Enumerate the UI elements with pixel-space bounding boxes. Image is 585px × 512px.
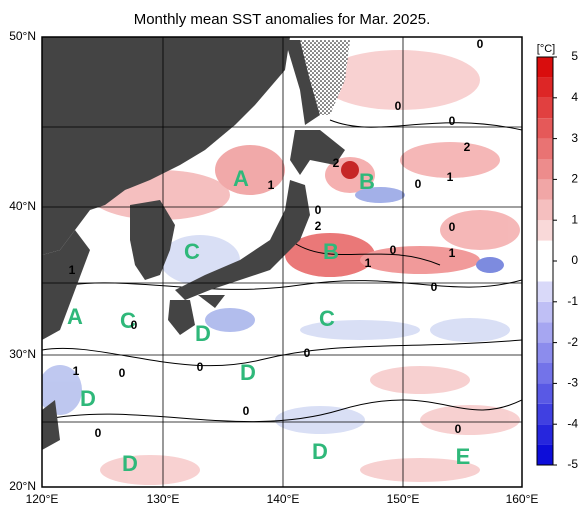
contour-label: 0	[431, 280, 438, 294]
colorbar-tick-label: 2	[571, 172, 578, 186]
colorbar-tick-label: -4	[567, 416, 578, 430]
contour-label: 1	[268, 178, 275, 192]
colorbar-segment	[537, 322, 553, 343]
contour-labels: 0 0 0 1 2 2 1 0 0 2 1 0 0 1 1 0 0 1 0 0 …	[69, 37, 484, 440]
colorbar-unit: [°C]	[537, 43, 555, 55]
lon-label: 120°E	[26, 492, 59, 506]
contour-label: 0	[95, 426, 102, 440]
contour-label: 0	[455, 422, 462, 436]
contour-label: 0	[449, 114, 456, 128]
contour-label: 0	[477, 37, 484, 51]
lat-label: 40°N	[9, 199, 36, 213]
colorbar-segment	[537, 383, 553, 404]
region-label: C	[319, 306, 335, 331]
colorbar: 5 4 3 2 1 0 -1 -2 -3 -4 -5	[536, 49, 578, 471]
contour-label: 1	[365, 256, 372, 270]
colorbar-segment	[537, 363, 553, 384]
contour-label: 1	[449, 246, 456, 260]
region-label: C	[120, 308, 136, 333]
colorbar-segment	[537, 444, 553, 465]
region-label: A	[67, 304, 83, 329]
colorbar-segment	[537, 424, 553, 445]
contour-label: 1	[69, 263, 76, 277]
colorbar-segment	[537, 261, 553, 282]
colorbar-segment	[537, 281, 553, 302]
colorbar-tick-label: 4	[571, 90, 578, 104]
region-label: A	[233, 166, 249, 191]
region-label: D	[122, 451, 138, 476]
lat-label: 50°N	[9, 29, 36, 43]
colorbar-tick-label: 0	[571, 253, 578, 267]
contour-label: 0	[131, 318, 138, 332]
region-label: D	[312, 439, 328, 464]
colorbar-tick-label: 3	[571, 131, 578, 145]
map: A B C B A C D C D D D D E 0 0 0 1 2 2 1 …	[42, 37, 522, 487]
title: Monthly mean SST anomalies for Mar. 2025…	[134, 11, 431, 28]
colorbar-segment	[537, 179, 553, 200]
contour-label: 0	[390, 243, 397, 257]
lon-label: 140°E	[267, 492, 300, 506]
colorbar-segment	[537, 57, 553, 78]
contour-label: 0	[315, 203, 322, 217]
colorbar-segment	[537, 403, 553, 425]
contour-label: 1	[73, 364, 80, 378]
contour-label: 0	[415, 177, 422, 191]
region-label: B	[359, 169, 375, 194]
lon-label: 160°E	[506, 492, 539, 506]
contour-label: 0	[304, 346, 311, 360]
axis-labels: 120°E 130°E 140°E 150°E 160°E 50°N 40°N …	[9, 29, 538, 506]
colorbar-segment	[537, 118, 553, 139]
lon-label: 130°E	[147, 492, 180, 506]
colorbar-tick-label: 5	[571, 49, 578, 63]
colorbar-tick-label: -2	[567, 335, 578, 349]
lat-label: 20°N	[9, 479, 36, 493]
colorbar-segment	[537, 97, 553, 119]
contour-label: 1	[447, 170, 454, 184]
colorbar-segment	[537, 77, 553, 98]
colorbar-segment	[537, 220, 553, 241]
contour-label: 0	[449, 220, 456, 234]
region-label: D	[240, 360, 256, 385]
region-label: C	[184, 239, 200, 264]
contour-label: 0	[119, 366, 126, 380]
colorbar-segment	[537, 342, 553, 363]
contour-label: 2	[333, 156, 340, 170]
contour-label: 2	[464, 140, 471, 154]
region-label: E	[456, 444, 471, 469]
contour-label: 0	[243, 404, 250, 418]
region-label: B	[323, 239, 339, 264]
colorbar-segment	[537, 301, 553, 323]
region-label: D	[80, 386, 96, 411]
colorbar-segment	[537, 240, 553, 261]
colorbar-segment	[537, 159, 553, 180]
colorbar-segment	[537, 138, 553, 159]
colorbar-tick-label: 1	[571, 212, 578, 226]
contour-label: 0	[197, 360, 204, 374]
contour-label: 2	[315, 219, 322, 233]
region-labels: A B C B A C D C D D D D E	[67, 166, 470, 476]
colorbar-segment	[537, 199, 553, 221]
contour-label: 0	[395, 99, 402, 113]
colorbar-tick-label: -1	[567, 294, 578, 308]
region-label: D	[195, 321, 211, 346]
map-frame	[41, 36, 523, 488]
lon-label: 150°E	[387, 492, 420, 506]
colorbar-tick-label: -5	[567, 457, 578, 471]
colorbar-tick-label: -3	[567, 376, 578, 390]
lat-label: 30°N	[9, 347, 36, 361]
